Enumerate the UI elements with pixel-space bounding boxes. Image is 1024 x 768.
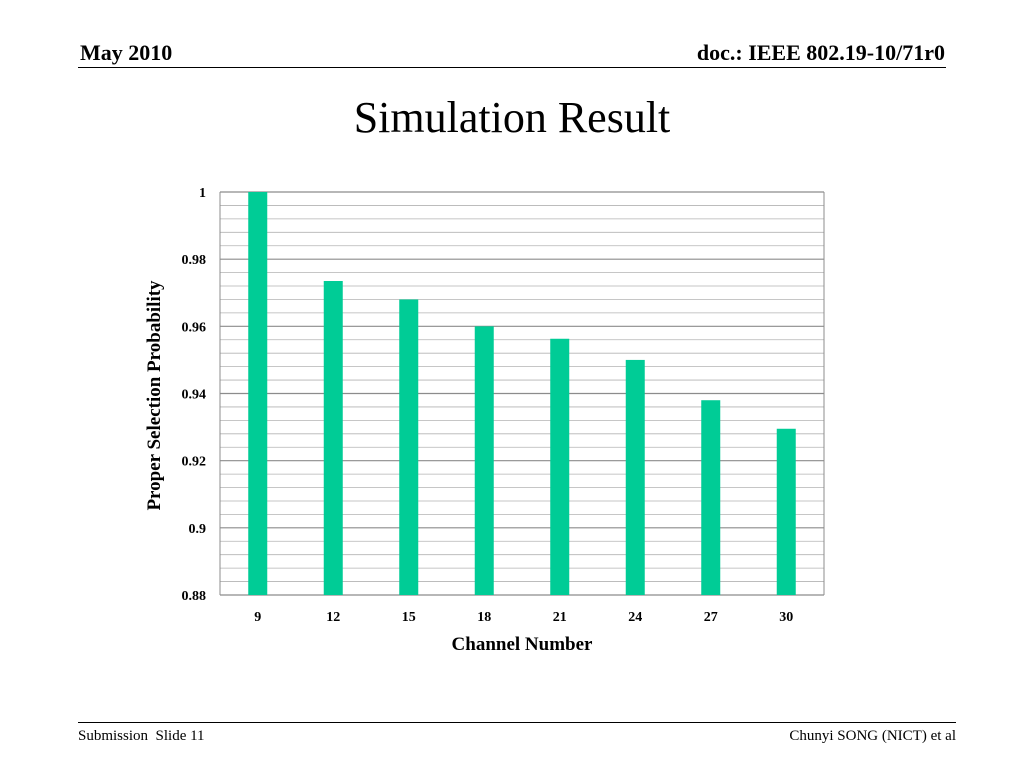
bar-channel-12: [323, 280, 343, 595]
x-tick-label: 9: [254, 610, 261, 625]
bar-channel-15: [399, 299, 419, 595]
x-tick-label: 27: [704, 610, 718, 625]
bar-channel-18: [474, 326, 494, 595]
bar-channel-30: [776, 428, 796, 595]
y-tick-label: 0.96: [182, 320, 207, 335]
x-tick-label: 30: [779, 610, 793, 625]
bar-channel-27: [701, 400, 721, 595]
y-tick-label: 1: [199, 186, 206, 201]
header-doc-id: doc.: IEEE 802.19-10/71r0: [696, 40, 945, 65]
y-axis-label: Proper Selection Probability: [144, 280, 165, 511]
y-tick-label: 0.92: [182, 455, 207, 470]
bar-channel-24: [625, 359, 645, 595]
y-tick-label: 0.94: [182, 388, 207, 403]
bar-channel-21: [550, 338, 570, 595]
bar-channel-9: [248, 192, 268, 595]
footer-rule: [78, 722, 956, 723]
x-tick-label: 15: [402, 610, 416, 625]
x-tick-label: 18: [477, 610, 491, 625]
y-tick-label: 0.9: [189, 522, 207, 537]
x-tick-label: 12: [326, 610, 340, 625]
bar-chart: 0.88 0.9 0.92 0.94 0.96 0.98 1 9 12 15 18 21 24 27 30…: [144, 186, 825, 655]
x-axis-label: Channel Number: [452, 634, 593, 655]
header-rule: [78, 67, 946, 68]
footer-slide-number: Slide 11: [155, 728, 205, 744]
x-tick-label: 21: [553, 610, 567, 625]
y-tick-label: 0.98: [182, 253, 207, 268]
slide-title: Simulation Result: [353, 93, 671, 142]
footer-left: Submission Slide 11: [78, 728, 205, 745]
header-date: May 2010: [80, 40, 173, 65]
y-tick-label: 0.88: [182, 589, 207, 604]
x-tick-labels: 9 12 15 18 21 24 27 30: [254, 610, 793, 625]
grid-lines: [219, 191, 825, 596]
x-tick-label: 24: [628, 610, 642, 625]
y-tick-labels: 0.88 0.9 0.92 0.94 0.96 0.98 1: [182, 186, 207, 604]
footer-submission: Submission: [78, 728, 149, 744]
footer-author: Chunyi SONG (NICT) et al: [789, 728, 956, 744]
bars: [248, 192, 796, 595]
